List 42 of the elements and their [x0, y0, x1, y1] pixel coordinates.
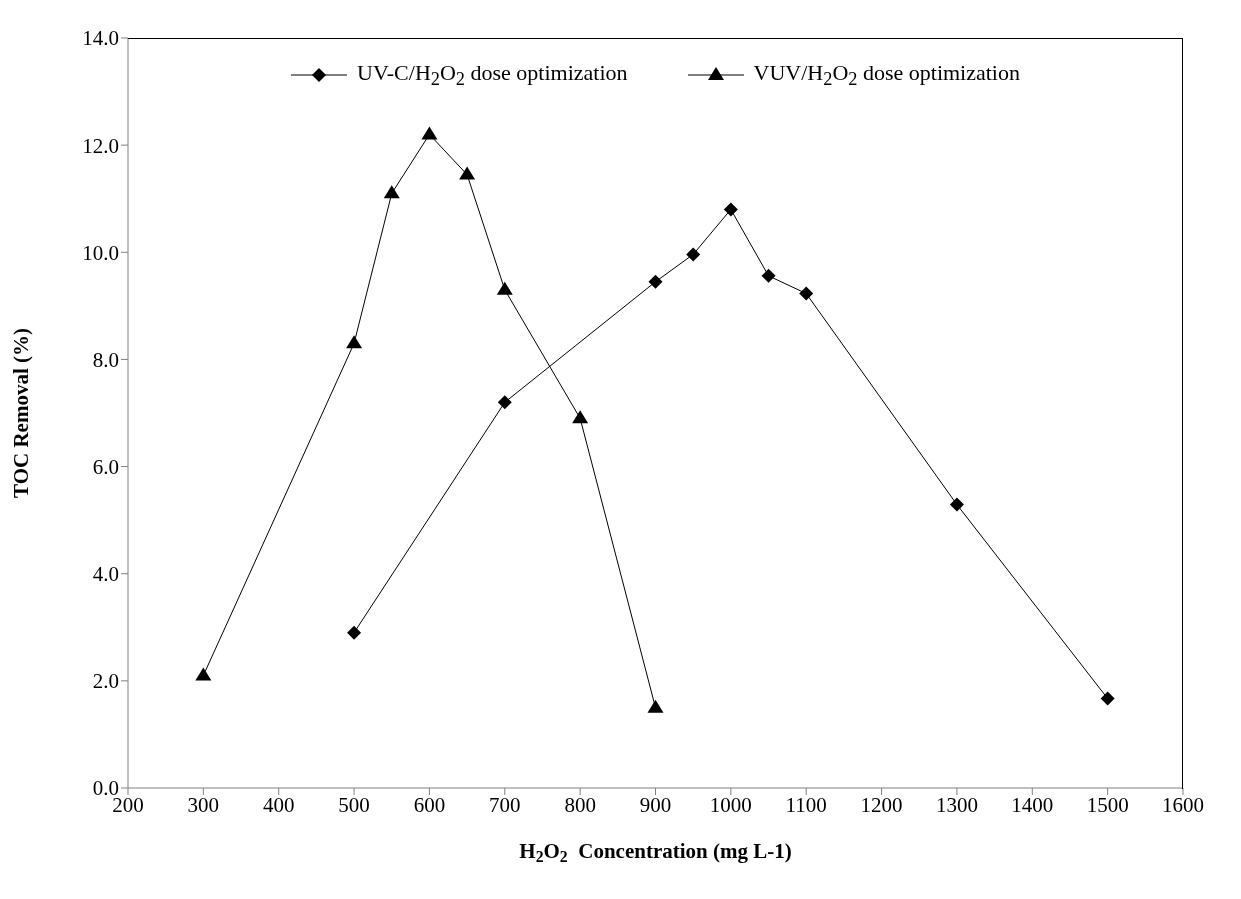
x-tick-label: 1200 — [860, 792, 903, 817]
x-tick-label: 800 — [564, 792, 596, 817]
point — [572, 410, 589, 424]
x-tick-label: 600 — [413, 792, 446, 817]
point — [347, 625, 362, 640]
x-tick-label: 700 — [489, 792, 521, 817]
x-tick-label: 900 — [639, 792, 672, 817]
y-tick-label: 14.0 — [82, 26, 119, 51]
y-tick-label: 12.0 — [82, 133, 119, 158]
point — [761, 268, 776, 283]
point — [799, 286, 814, 301]
point — [1100, 691, 1115, 706]
x-tick-label: 1000 — [709, 792, 752, 817]
point — [459, 166, 476, 180]
point — [195, 667, 212, 681]
x-tick-label: 1600 — [1162, 792, 1204, 817]
legend-label: UV-C/H$_{2}$O$_{2}$ dose optimization — [357, 60, 628, 91]
x-tick-label: 1500 — [1086, 792, 1129, 817]
y-axis-title: TOC Removal (%) — [9, 328, 33, 498]
point — [383, 185, 400, 199]
x-tick-label: 300 — [187, 792, 220, 817]
point — [949, 497, 964, 512]
point — [648, 274, 663, 289]
point — [497, 395, 512, 410]
x-tick-label: 1100 — [785, 792, 827, 817]
y-tick-label: 4.0 — [92, 562, 119, 587]
y-tick-label: 10.0 — [82, 240, 119, 265]
y-tick-label: 6.0 — [92, 455, 119, 480]
point — [723, 202, 738, 217]
x-tick-label: 500 — [338, 792, 370, 817]
x-tick-label: 1300 — [935, 792, 978, 817]
legend-label: VUV/H$_{2}$O$_{2}$ dose optimization — [753, 60, 1020, 91]
point — [346, 335, 363, 349]
x-axis-title: H$_{2}$O$_{2}$ Concentration (mg L-1) — [519, 839, 792, 865]
point — [686, 247, 701, 262]
y-tick-label: 2.0 — [92, 669, 119, 694]
x-tick-label: 1400 — [1011, 792, 1054, 817]
x-tick-label: 400 — [262, 792, 295, 817]
point — [647, 699, 664, 713]
point — [496, 281, 513, 295]
y-tick-label: 8.0 — [92, 347, 119, 372]
point — [421, 126, 438, 140]
